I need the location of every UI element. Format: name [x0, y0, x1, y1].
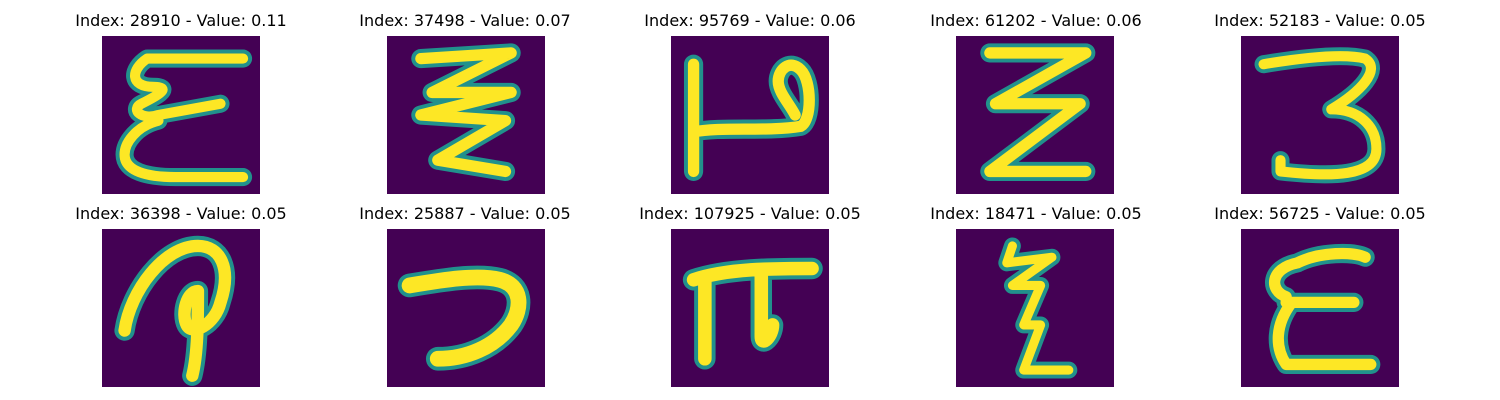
panel-2: Index: 37498 - Value: 0.07	[320, 11, 610, 194]
panel-5: Index: 52183 - Value: 0.05	[1175, 11, 1465, 194]
panel-8: Index: 107925 - Value: 0.05	[605, 204, 895, 387]
character-image	[102, 229, 260, 387]
panel-title: Index: 36398 - Value: 0.05	[75, 204, 287, 223]
panel-title: Index: 25887 - Value: 0.05	[359, 204, 571, 223]
panel-title: Index: 56725 - Value: 0.05	[1214, 204, 1426, 223]
character-image	[102, 36, 260, 194]
character-image	[387, 229, 545, 387]
character-image	[1241, 229, 1399, 387]
panel-1: Index: 28910 - Value: 0.11	[36, 11, 326, 194]
character-image	[956, 229, 1114, 387]
panel-title: Index: 107925 - Value: 0.05	[639, 204, 861, 223]
character-image	[387, 36, 545, 194]
panel-9: Index: 18471 - Value: 0.05	[891, 204, 1181, 387]
panel-4: Index: 61202 - Value: 0.06	[891, 11, 1181, 194]
panel-title: Index: 52183 - Value: 0.05	[1214, 11, 1426, 30]
panel-title: Index: 18471 - Value: 0.05	[930, 204, 1142, 223]
panel-title: Index: 61202 - Value: 0.06	[930, 11, 1142, 30]
character-image	[671, 229, 829, 387]
panel-title: Index: 28910 - Value: 0.11	[75, 11, 287, 30]
character-image	[956, 36, 1114, 194]
panel-title: Index: 37498 - Value: 0.07	[359, 11, 571, 30]
panel-7: Index: 25887 - Value: 0.05	[320, 204, 610, 387]
panel-10: Index: 56725 - Value: 0.05	[1175, 204, 1465, 387]
panel-3: Index: 95769 - Value: 0.06	[605, 11, 895, 194]
character-image	[1241, 36, 1399, 194]
character-image	[671, 36, 829, 194]
panel-6: Index: 36398 - Value: 0.05	[36, 204, 326, 387]
panel-title: Index: 95769 - Value: 0.06	[644, 11, 856, 30]
